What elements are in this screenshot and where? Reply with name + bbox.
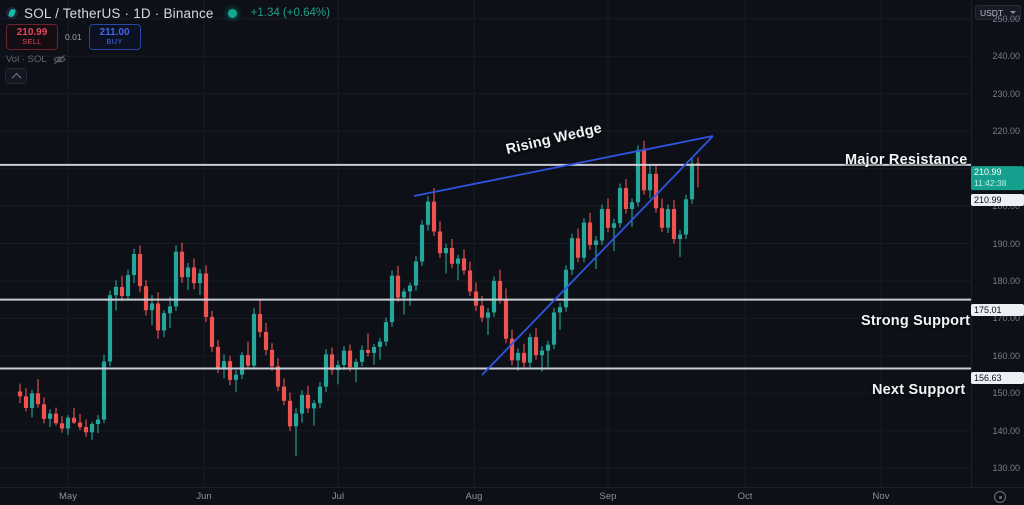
live-price-badge: 210.99 11:42:38: [971, 166, 1024, 190]
price-axis[interactable]: USDT 250.00 240.00 230.00 220.00 200.00 190.0…: [971, 0, 1024, 487]
price-tick: 130.00: [992, 463, 1020, 474]
sell-label: SELL: [22, 37, 42, 47]
time-tick: Oct: [737, 491, 753, 502]
annotation-next-support: Next Support: [872, 382, 966, 398]
level-badge-resistance: 210.99: [971, 194, 1024, 206]
time-tick: Nov: [872, 491, 890, 502]
buy-label: BUY: [106, 37, 123, 47]
time-tick: Jul: [331, 491, 345, 502]
time-axis[interactable]: May Jun Jul Aug Sep Oct Nov: [0, 487, 1024, 505]
price-tick: 200.00: [992, 201, 1020, 212]
volume-legend: Vol · SOL: [6, 54, 66, 65]
price-tick: 240.00: [992, 51, 1020, 62]
time-tick: Sep: [599, 491, 617, 502]
annotation-major-resistance: Major Resistance: [845, 152, 968, 168]
price-change: +1.34 (+0.64%): [250, 7, 330, 19]
price-tick: 180.00: [992, 275, 1020, 286]
market-open-dot: [227, 8, 237, 18]
candlestick-canvas: [0, 0, 971, 487]
price-tick: 150.00: [992, 388, 1020, 399]
chevron-down-icon: [1010, 11, 1016, 14]
price-tick: 160.00: [992, 350, 1020, 361]
price-tick: 230.00: [992, 88, 1020, 99]
live-price-countdown: 11:42:38: [974, 178, 1007, 189]
buy-price: 211.00: [99, 26, 130, 38]
order-buttons: 210.99 SELL 0.01 211.00 BUY: [6, 24, 141, 50]
chart-plot-area[interactable]: [0, 0, 971, 487]
price-tick: 190.00: [992, 238, 1020, 249]
time-tick: Aug: [465, 491, 483, 502]
currency-unit-selector[interactable]: USDT: [975, 5, 1021, 20]
buy-button[interactable]: 211.00 BUY: [88, 24, 141, 50]
price-tick: 170.00: [992, 313, 1020, 324]
chevron-up-icon: [11, 72, 21, 83]
sol-token-icon: [6, 7, 18, 19]
annotation-strong-support: Strong Support: [861, 313, 971, 329]
chart-settings-icon[interactable]: [994, 491, 1006, 503]
symbol-title[interactable]: SOL / TetherUS · 1D · Binance: [24, 5, 214, 21]
live-price-value: 210.99: [974, 167, 1002, 178]
price-tick: 250.00: [992, 13, 1020, 24]
level-badge-strong-support: 175.01: [971, 304, 1024, 316]
chart-legend: SOL / TetherUS · 1D · Binance +1.34 (+0.…: [6, 4, 330, 22]
volume-label[interactable]: Vol · SOL: [6, 54, 47, 65]
price-tick: 140.00: [992, 425, 1020, 436]
price-tick: 220.00: [992, 126, 1020, 137]
sell-button[interactable]: 210.99 SELL: [6, 24, 58, 50]
spread-value: 0.01: [65, 32, 82, 42]
time-tick: May: [59, 491, 77, 502]
currency-unit-label: USDT: [980, 7, 1004, 18]
eye-off-icon[interactable]: [53, 54, 66, 65]
level-badge-next-support: 156.63: [971, 372, 1024, 384]
time-tick: Jun: [196, 491, 212, 502]
sell-price: 210.99: [16, 26, 48, 38]
collapse-pane-button[interactable]: [5, 68, 27, 84]
